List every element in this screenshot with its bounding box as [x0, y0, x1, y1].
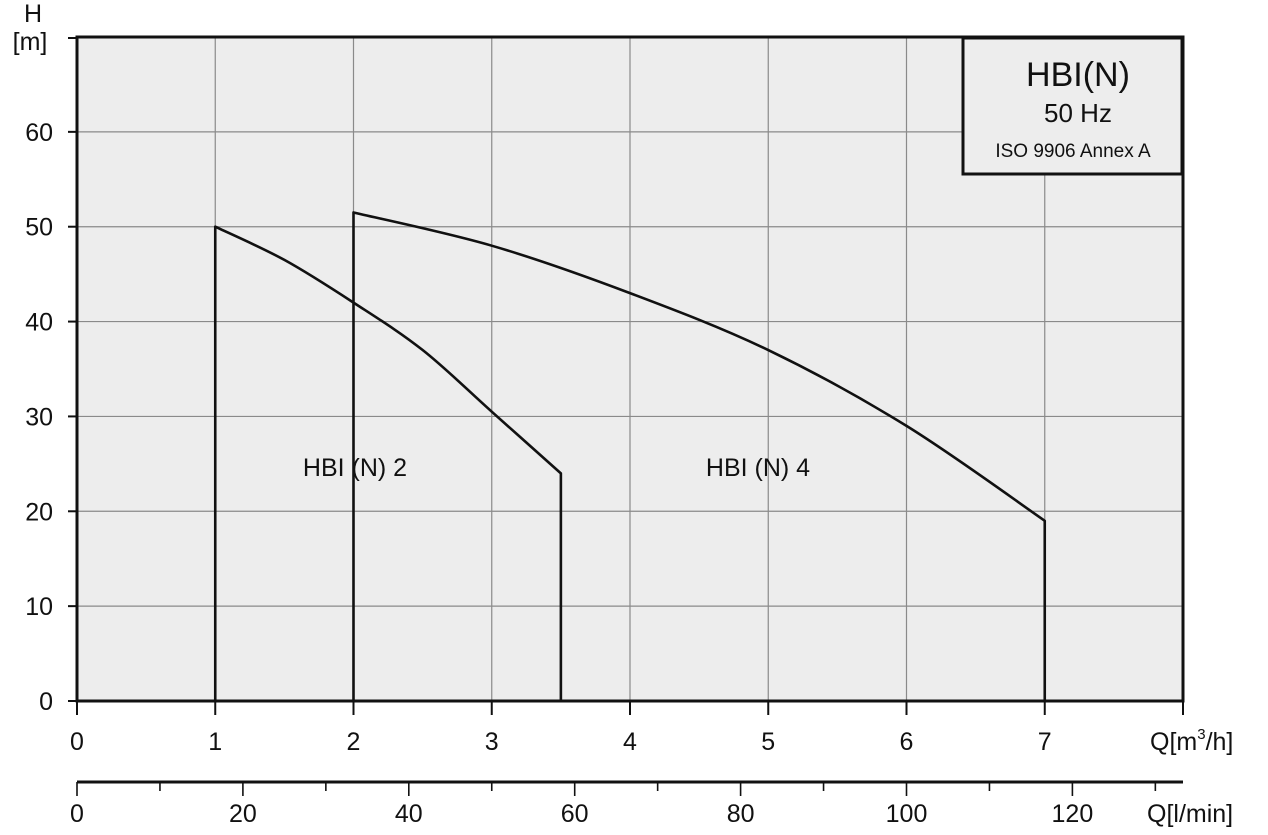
x2-tick-label: 0	[70, 800, 84, 828]
x-tick-label: 7	[1038, 728, 1052, 756]
x-tick-label: 3	[485, 728, 499, 756]
y-tick-label: 20	[25, 498, 53, 526]
legend-frequency: 50 Hz	[1044, 98, 1112, 128]
legend-box: HBI(N) 50 Hz ISO 9906 Annex A	[961, 36, 1184, 176]
x2-tick-label: 60	[561, 800, 589, 828]
series-curve-hbi-n-2	[213, 225, 563, 701]
series-label-hbi-n-4: HBI (N) 4	[706, 454, 810, 482]
x-tick-label: 5	[761, 728, 775, 756]
series-label-hbi-n-2: HBI (N) 2	[303, 454, 407, 482]
x-axis-label-end: /h]	[1206, 728, 1234, 756]
y-axis-ticks: 0 10 20 30 40 50 60	[25, 37, 77, 716]
x2-axis-label: Q[l/min]	[1147, 800, 1233, 828]
y-tick-label: 30	[25, 403, 53, 431]
x2-axis-ticks: 0 20 40 60 80 100 120	[70, 782, 1157, 828]
y-tick-label: 60	[25, 119, 53, 147]
legend-standard: ISO 9906 Annex A	[995, 141, 1151, 162]
y-tick-label: 50	[25, 214, 53, 242]
x2-tick-label: 20	[229, 800, 257, 828]
x-tick-label: 1	[208, 728, 222, 756]
x-tick-label: 4	[623, 728, 637, 756]
y-tick-label: 40	[25, 309, 53, 337]
x-axis-label-main: Q[m	[1150, 728, 1197, 756]
y-axis-label-symbol: H	[24, 0, 42, 28]
x2-tick-label: 40	[395, 800, 423, 828]
x2-tick-label: 100	[886, 800, 928, 828]
y-axis-label-unit: [m]	[13, 28, 48, 56]
grid-lines	[77, 37, 1183, 701]
y-tick-label: 10	[25, 593, 53, 621]
x-axis-label-sup: 3	[1197, 726, 1205, 743]
x2-tick-label: 80	[727, 800, 755, 828]
x-axis-ticks: 0 1 2 3 4 5 6 7	[70, 701, 1184, 756]
x-tick-label: 6	[900, 728, 914, 756]
series-curve-hbi-n-4	[352, 211, 1047, 701]
x2-tick-label: 120	[1052, 800, 1094, 828]
performance-curves	[213, 211, 1047, 701]
legend-box-frame	[961, 36, 1184, 176]
x-axis-label: Q[m3/h]	[1150, 726, 1233, 756]
x-tick-label: 0	[70, 728, 84, 756]
x-tick-label: 2	[347, 728, 361, 756]
y-tick-label: 0	[39, 688, 53, 716]
legend-title: HBI(N)	[1026, 56, 1130, 94]
